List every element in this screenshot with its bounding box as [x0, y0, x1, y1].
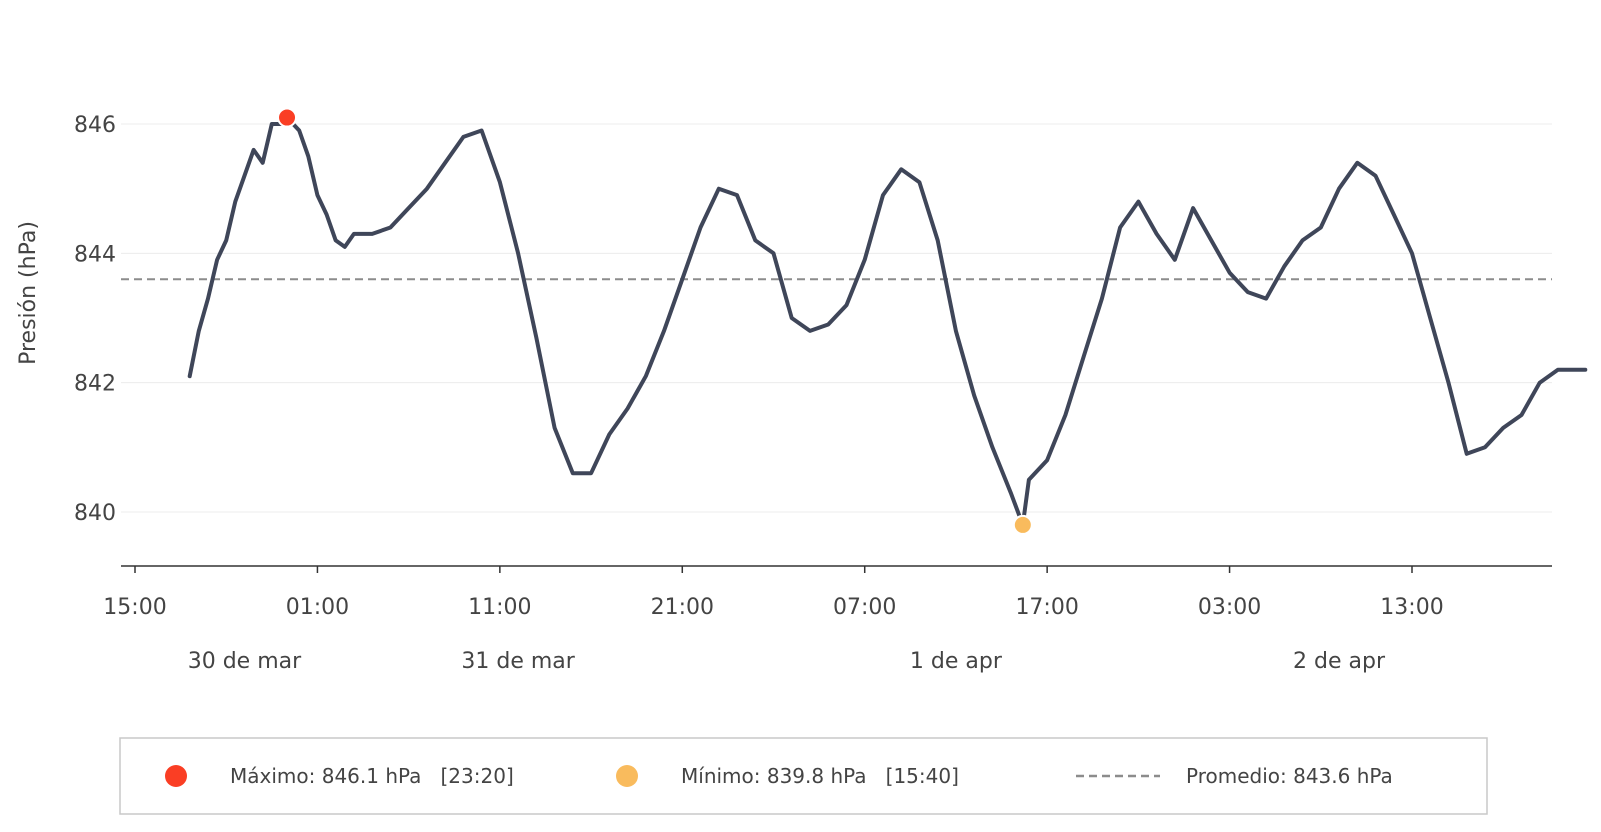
legend-label: Mínimo: 839.8 hPa [15:40]: [681, 764, 959, 788]
x-date-label: 2 de apr: [1293, 649, 1386, 674]
pressure-series-line: [187, 122, 1588, 527]
x-tick-label: 07:00: [833, 595, 896, 620]
legend-layer: Máximo: 846.1 hPa [23:20] Mínimo: 839.8 h…: [119, 737, 1488, 815]
y-tick-label: 842: [74, 372, 116, 397]
x-tick-label: 03:00: [1198, 595, 1261, 620]
axis-layer: 840 842 844 846 Presión (hPa) 15:00 01:00 11:00…: [16, 113, 1552, 674]
x-date-label: 1 de apr: [910, 649, 1003, 674]
x-date-label: 30 de mar: [188, 649, 302, 674]
y-axis-label: Presión (hPa): [16, 221, 41, 365]
x-tick-label: 11:00: [468, 595, 531, 620]
y-tick-label: 840: [74, 501, 116, 526]
x-tick-label: 21:00: [651, 595, 714, 620]
legend-marker-min: [616, 765, 638, 787]
max-point: [277, 107, 298, 128]
x-tick-label: 13:00: [1380, 595, 1443, 620]
marker-layer: [277, 107, 1033, 535]
y-tick-label: 846: [74, 113, 116, 138]
x-tick-label: 15:00: [103, 595, 166, 620]
min-point: [1012, 514, 1033, 535]
legend-label: Promedio: 843.6 hPa: [1186, 764, 1393, 788]
legend-box: [119, 737, 1488, 815]
grid-layer: [121, 123, 1552, 513]
y-tick-label: 844: [74, 242, 116, 267]
legend-marker-max: [165, 765, 187, 787]
x-tick-label: 01:00: [286, 595, 349, 620]
x-tick-label: 17:00: [1015, 595, 1078, 620]
legend-label: Máximo: 846.1 hPa [23:20]: [230, 764, 514, 788]
series-layer: [187, 122, 1588, 527]
x-date-label: 31 de mar: [461, 649, 575, 674]
